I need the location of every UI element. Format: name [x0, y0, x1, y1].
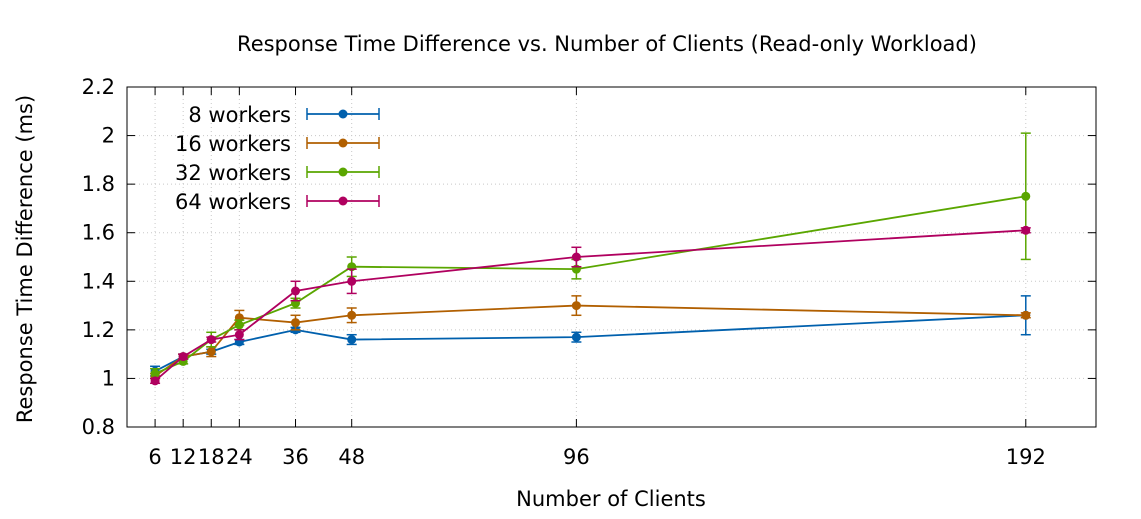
x-tick-label: 6: [148, 445, 161, 469]
y-tick-label: 2: [102, 124, 115, 148]
y-tick-label: 1.4: [82, 269, 115, 293]
x-tick-label: 96: [563, 445, 590, 469]
series-line: [154, 304, 1026, 377]
data-point: [347, 335, 357, 345]
legend-marker: [338, 167, 348, 177]
data-point: [1021, 310, 1031, 320]
legend-label: 8 workers: [188, 103, 291, 127]
data-point: [150, 369, 160, 379]
data-point: [150, 376, 160, 386]
data-point: [571, 252, 581, 262]
legend-label: 32 workers: [175, 161, 291, 185]
legend-marker: [338, 109, 348, 119]
data-point: [347, 310, 357, 320]
data-point: [347, 276, 357, 286]
data-point: [206, 347, 216, 357]
legend: 8 workers 16 workers 32 workers 64 workers: [175, 103, 380, 214]
y-tick-label: 1.2: [82, 318, 115, 342]
legend-label: 64 workers: [175, 190, 291, 214]
x-tick-label: 24: [226, 445, 253, 469]
axes: 0.8 1 1.2 1.4 1.6 1.8 2 2.2 6 12 18 24 36 48 96 192: [82, 75, 1096, 469]
data-point: [234, 330, 244, 340]
series-layer: [150, 132, 1031, 386]
plot-frame: [126, 86, 1097, 428]
y-tick-label: 1: [102, 366, 115, 390]
series-line: [154, 314, 1026, 372]
data-point: [291, 286, 301, 296]
x-tick-label: 192: [1006, 445, 1046, 469]
data-point: [1021, 225, 1031, 235]
x-tick-label: 36: [282, 445, 309, 469]
chart-title: Response Time Difference vs. Number of C…: [237, 32, 977, 56]
legend-marker: [338, 196, 348, 206]
data-point: [571, 332, 581, 342]
y-tick-label: 1.6: [82, 221, 115, 245]
legend-marker: [338, 138, 348, 148]
data-point: [234, 320, 244, 330]
y-axis-label: Response Time Difference (ms): [13, 95, 37, 423]
y-tick-label: 0.8: [82, 415, 115, 439]
series-line: [154, 195, 1026, 375]
data-point: [291, 318, 301, 328]
data-point: [1021, 191, 1031, 201]
data-point: [178, 352, 188, 362]
y-tick-label: 2.2: [82, 75, 115, 99]
x-axis-label: Number of Clients: [516, 487, 706, 511]
data-point: [571, 301, 581, 311]
data-point: [206, 335, 216, 345]
x-tick-label: 12: [170, 445, 197, 469]
legend-label: 16 workers: [175, 132, 291, 156]
x-tick-label: 18: [198, 445, 225, 469]
y-tick-label: 1.8: [82, 172, 115, 196]
x-tick-label: 48: [338, 445, 365, 469]
